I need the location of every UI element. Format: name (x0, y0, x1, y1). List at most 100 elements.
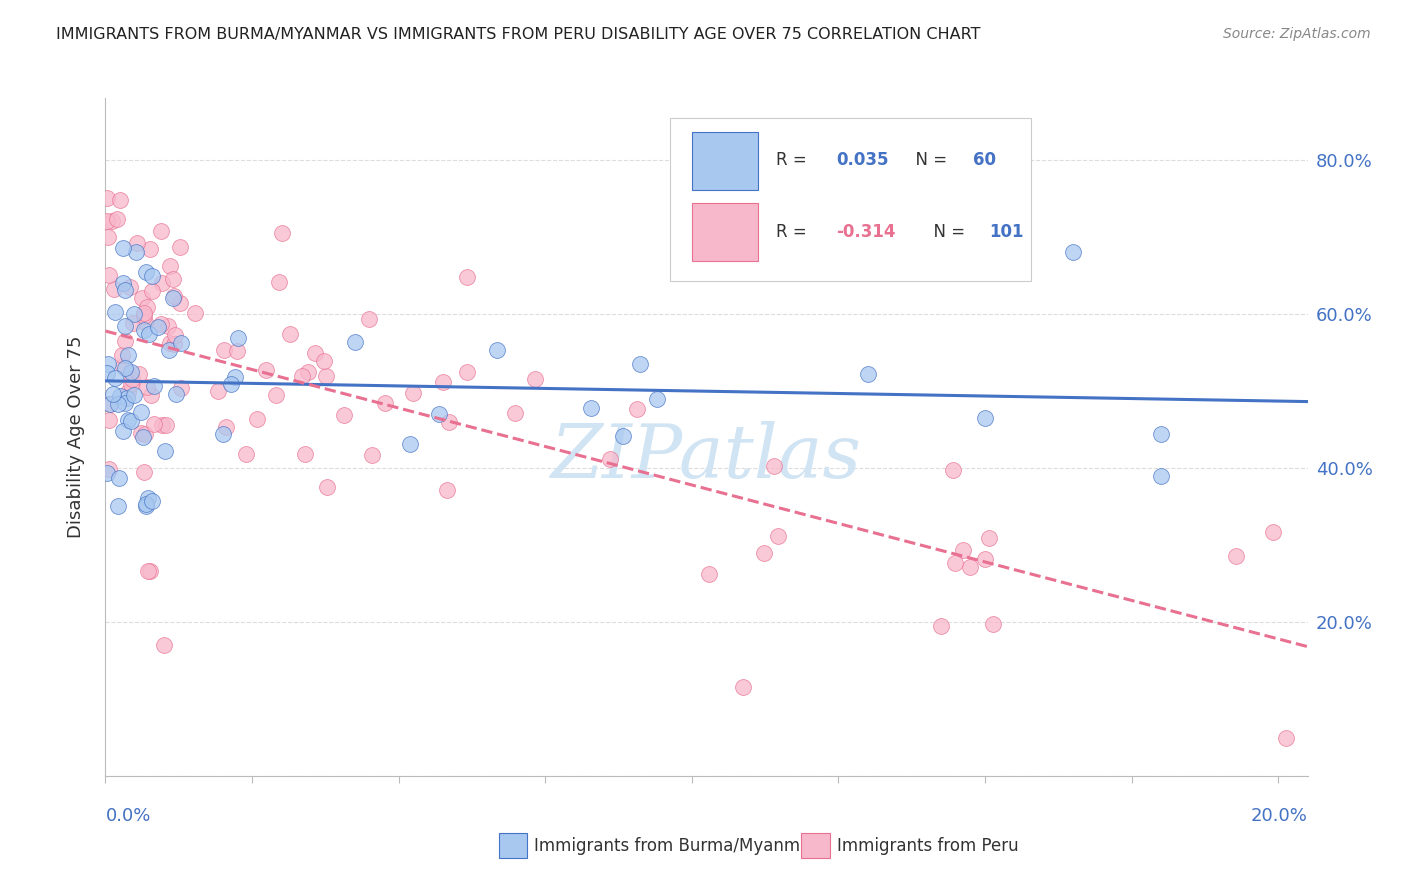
Point (103, 386, 125, 401)
Point (117, 348, 139, 362)
Point (754, 546, 776, 560)
Point (97, 413, 120, 427)
Point (138, 243, 160, 257)
Point (149, 224, 172, 238)
Point (981, 616, 1004, 631)
Point (599, 451, 621, 466)
Point (114, 318, 136, 333)
Point (612, 429, 634, 443)
Point (959, 559, 981, 574)
Point (226, 344, 249, 359)
Y-axis label: Disability Age Over 75: Disability Age Over 75 (66, 335, 84, 539)
Point (132, 430, 155, 444)
Point (170, 381, 193, 395)
Point (134, 466, 156, 480)
Point (103, 283, 125, 297)
Point (943, 556, 966, 570)
Point (96, 366, 118, 380)
Point (929, 619, 952, 633)
Point (246, 411, 269, 425)
Point (312, 353, 335, 368)
Point (104, 371, 127, 385)
Point (121, 372, 143, 386)
Point (344, 334, 367, 349)
Point (974, 411, 997, 425)
Point (163, 337, 186, 351)
Point (153, 638, 176, 652)
Point (1150, 426, 1173, 441)
Point (118, 280, 141, 294)
Point (122, 307, 145, 321)
Point (432, 375, 454, 389)
Point (115, 391, 138, 405)
Point (155, 417, 177, 432)
Point (219, 377, 242, 392)
Point (162, 272, 184, 286)
Point (150, 276, 173, 290)
Point (163, 328, 186, 343)
Point (291, 369, 314, 384)
Point (436, 483, 458, 498)
Point (136, 491, 159, 505)
Point (398, 437, 420, 451)
Point (142, 417, 165, 431)
Point (125, 235, 148, 250)
Point (104, 305, 127, 319)
Point (212, 427, 235, 442)
Point (165, 387, 187, 401)
Point (134, 426, 156, 441)
Text: 0.0%: 0.0% (105, 807, 150, 825)
Point (117, 413, 139, 427)
Point (150, 417, 173, 432)
Point (120, 365, 142, 379)
Point (297, 365, 319, 379)
Point (124, 245, 146, 260)
Point (207, 384, 229, 399)
Point (135, 379, 157, 393)
Point (153, 444, 176, 458)
Point (294, 447, 316, 461)
Text: N =: N = (905, 152, 952, 169)
Point (122, 387, 145, 401)
Point (228, 331, 250, 345)
Point (128, 367, 150, 381)
Point (159, 343, 181, 357)
Point (141, 269, 163, 284)
Point (107, 471, 129, 485)
Point (134, 315, 156, 329)
Point (150, 317, 173, 331)
Point (1275, 731, 1298, 745)
Point (97, 268, 120, 283)
Bar (692, 203, 758, 260)
Point (942, 463, 965, 477)
Point (170, 336, 193, 351)
Point (129, 405, 152, 419)
Text: 101: 101 (988, 223, 1024, 242)
Point (134, 310, 156, 324)
Point (136, 564, 159, 578)
Point (1150, 468, 1173, 483)
Point (111, 276, 134, 290)
Point (114, 334, 136, 348)
Point (304, 346, 326, 360)
Point (766, 529, 789, 543)
Point (427, 407, 450, 421)
Text: N =: N = (922, 223, 970, 242)
Point (579, 401, 602, 415)
Point (360, 448, 382, 462)
Point (146, 319, 169, 334)
Point (973, 552, 995, 566)
Point (112, 424, 135, 438)
Point (135, 300, 157, 314)
Point (169, 296, 191, 310)
Text: R =: R = (776, 152, 813, 169)
Point (486, 343, 509, 357)
Point (141, 284, 163, 298)
Text: -0.314: -0.314 (837, 223, 896, 242)
Point (697, 566, 720, 581)
Point (131, 291, 153, 305)
Text: R =: R = (776, 223, 813, 242)
Text: Immigrants from Burma/Myanmar: Immigrants from Burma/Myanmar (534, 837, 817, 855)
Point (184, 306, 207, 320)
Point (315, 368, 337, 383)
